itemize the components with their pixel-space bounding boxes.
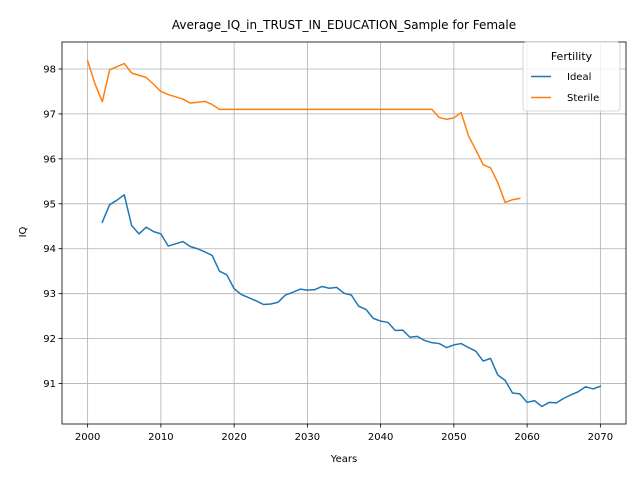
x-tick-label: 2060 (514, 432, 539, 443)
y-tick-label: 98 (43, 64, 56, 75)
series-line-sterile (86, 59, 521, 204)
plot-frame (61, 41, 627, 425)
y-tick-label: 97 (43, 109, 56, 120)
x-tick-label: 2030 (295, 432, 320, 443)
y-tick-label: 96 (43, 154, 56, 165)
x-tick-label: 2000 (75, 432, 100, 443)
x-axis-label: Years (330, 454, 357, 465)
y-tick-label: 94 (43, 244, 56, 255)
ticks: 2000 2010 2020 2030 2040 2050 2060 2070 91 92 93 94… (43, 64, 613, 443)
y-tick-label: 95 (43, 199, 56, 210)
x-tick-label: 2050 (441, 432, 466, 443)
y-tick-label: 93 (43, 289, 56, 300)
legend-label-ideal: Ideal (567, 72, 591, 83)
y-tick-label: 91 (43, 379, 56, 390)
x-tick-label: 2040 (368, 432, 393, 443)
chart-title: Average_IQ_in_TRUST_IN_EDUCATION_Sample … (172, 18, 516, 32)
y-axis-label: IQ (18, 226, 29, 237)
legend-label-sterile: Sterile (567, 93, 599, 104)
x-tick-label: 2020 (221, 432, 246, 443)
x-tick-label: 2010 (148, 432, 173, 443)
y-tick-label: 92 (43, 334, 56, 345)
series-layer (86, 59, 602, 408)
x-tick-label: 2070 (588, 432, 613, 443)
series-line-ideal (101, 194, 602, 408)
legend-title: Fertility (551, 50, 593, 63)
legend-box (522, 41, 621, 112)
legend: Fertility Ideal Sterile (522, 41, 621, 112)
